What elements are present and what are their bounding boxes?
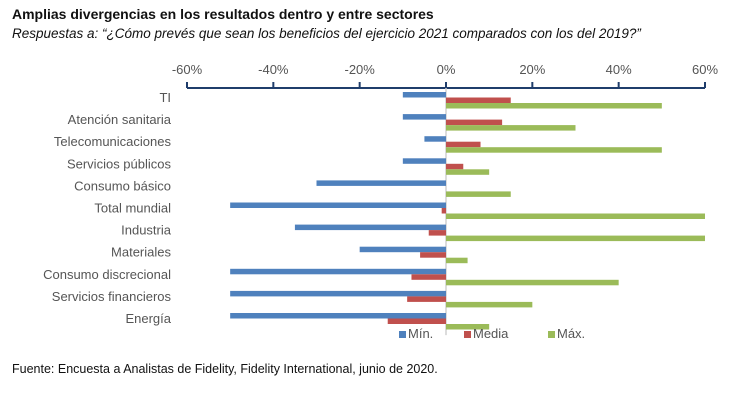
category-label: Atención sanitaria xyxy=(68,112,172,127)
bar-media xyxy=(441,208,446,214)
bar-max xyxy=(446,125,576,131)
category-label: Consumo básico xyxy=(74,178,171,193)
bar-min xyxy=(230,290,446,297)
bar-media xyxy=(428,230,446,236)
legend-label: Mín. xyxy=(408,326,433,341)
x-tick-label: -60% xyxy=(172,62,203,77)
bar-min xyxy=(294,224,446,231)
bar-max xyxy=(446,191,511,197)
x-tick-label: 20% xyxy=(519,62,545,77)
bar-max xyxy=(446,279,619,286)
bar-max xyxy=(446,213,705,219)
bar-max xyxy=(446,235,705,242)
chart-title: Amplias divergencias en los resultados d… xyxy=(12,6,434,22)
legend-label: Máx. xyxy=(557,326,585,341)
x-tick-label: 40% xyxy=(606,62,632,77)
bar-max xyxy=(446,169,490,175)
bar-min xyxy=(359,246,446,253)
legend-swatch xyxy=(548,331,555,338)
bar-media xyxy=(411,274,446,280)
legend-label: Media xyxy=(473,326,509,341)
bar-min xyxy=(316,180,446,186)
category-label: Servicios públicos xyxy=(67,156,172,171)
bar-media xyxy=(420,252,446,258)
source-note: Fuente: Encuesta a Analistas de Fidelity… xyxy=(12,362,438,376)
bar-media xyxy=(446,97,511,103)
legend-swatch xyxy=(399,331,406,338)
category-label: TI xyxy=(159,90,171,105)
category-label: Consumo discrecional xyxy=(43,267,171,282)
bar-min xyxy=(230,313,446,319)
bar-min xyxy=(230,268,446,275)
category-label: Energía xyxy=(125,311,171,326)
legend-swatch xyxy=(464,331,471,338)
category-label: Industria xyxy=(121,223,172,238)
bar-max xyxy=(446,257,468,264)
bar-max xyxy=(446,147,662,153)
x-tick-label: 60% xyxy=(692,62,718,77)
bar-media xyxy=(446,141,481,148)
category-label: Servicios financieros xyxy=(52,289,172,304)
bar-min xyxy=(402,158,446,164)
x-tick-label: -40% xyxy=(258,62,289,77)
bar-max xyxy=(446,324,490,330)
x-tick-label: -20% xyxy=(344,62,375,77)
bar-media xyxy=(407,296,446,302)
chart-subtitle: Respuestas a: “¿Cómo prevés que sean los… xyxy=(12,26,641,41)
category-label: Materiales xyxy=(111,245,171,260)
bar-media xyxy=(446,119,503,126)
bar-min xyxy=(402,114,446,120)
category-label: Telecomunicaciones xyxy=(54,134,172,149)
bar-min xyxy=(230,202,446,208)
x-tick-label: 0% xyxy=(437,62,456,77)
category-label: Total mundial xyxy=(94,201,171,216)
bar-min xyxy=(402,92,446,98)
bar-media xyxy=(446,163,464,170)
bar-media xyxy=(387,318,446,324)
bar-max xyxy=(446,301,533,308)
bar-min xyxy=(424,136,446,142)
bar-max xyxy=(446,103,662,109)
